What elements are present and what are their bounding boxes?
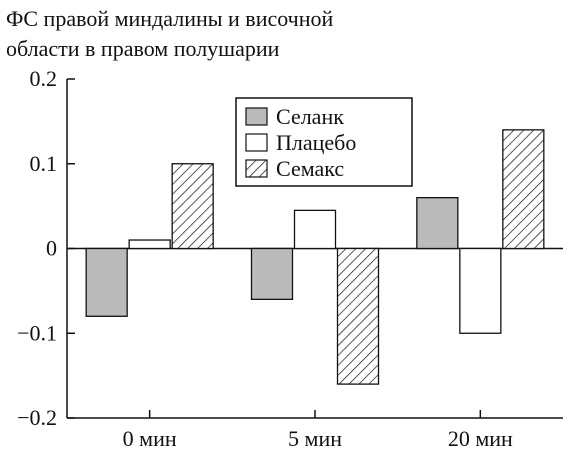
- legend-swatch-Семакс: [245, 159, 268, 178]
- chart-title-line-1: ФС правой миндалины и височной: [6, 6, 334, 31]
- chart-title: ФС правой миндалины и височной области в…: [6, 4, 333, 64]
- x-tick-label: 0 мин: [123, 426, 177, 451]
- legend-label: Селанк: [276, 104, 344, 129]
- y-tick-label: 0.2: [30, 66, 58, 91]
- bar-Плацебо: [459, 247, 502, 334]
- legend-label: Семакс: [276, 156, 344, 181]
- legend-label: Плацебо: [276, 130, 356, 155]
- bar-Селанк: [416, 196, 459, 250]
- chart-title-line-2: области в правом полушарии: [6, 36, 280, 61]
- bar-Семакс: [502, 129, 545, 250]
- legend-swatch-Селанк: [245, 107, 268, 126]
- bar-Семакс: [171, 163, 214, 250]
- bar-Селанк: [250, 247, 294, 300]
- y-tick-label: −0.2: [17, 405, 57, 430]
- bar-Плацебо: [293, 209, 337, 250]
- legend-swatch-Плацебо: [245, 133, 268, 152]
- x-tick-label: 20 мин: [448, 426, 513, 451]
- bar-Селанк: [85, 247, 128, 317]
- y-tick-label: 0.1: [30, 151, 58, 176]
- x-tick-label: 5 мин: [288, 426, 342, 451]
- bar-Плацебо: [128, 239, 171, 250]
- bar-Семакс: [336, 247, 380, 385]
- y-tick-label: −0.1: [17, 320, 57, 345]
- y-tick-label: 0: [46, 236, 57, 261]
